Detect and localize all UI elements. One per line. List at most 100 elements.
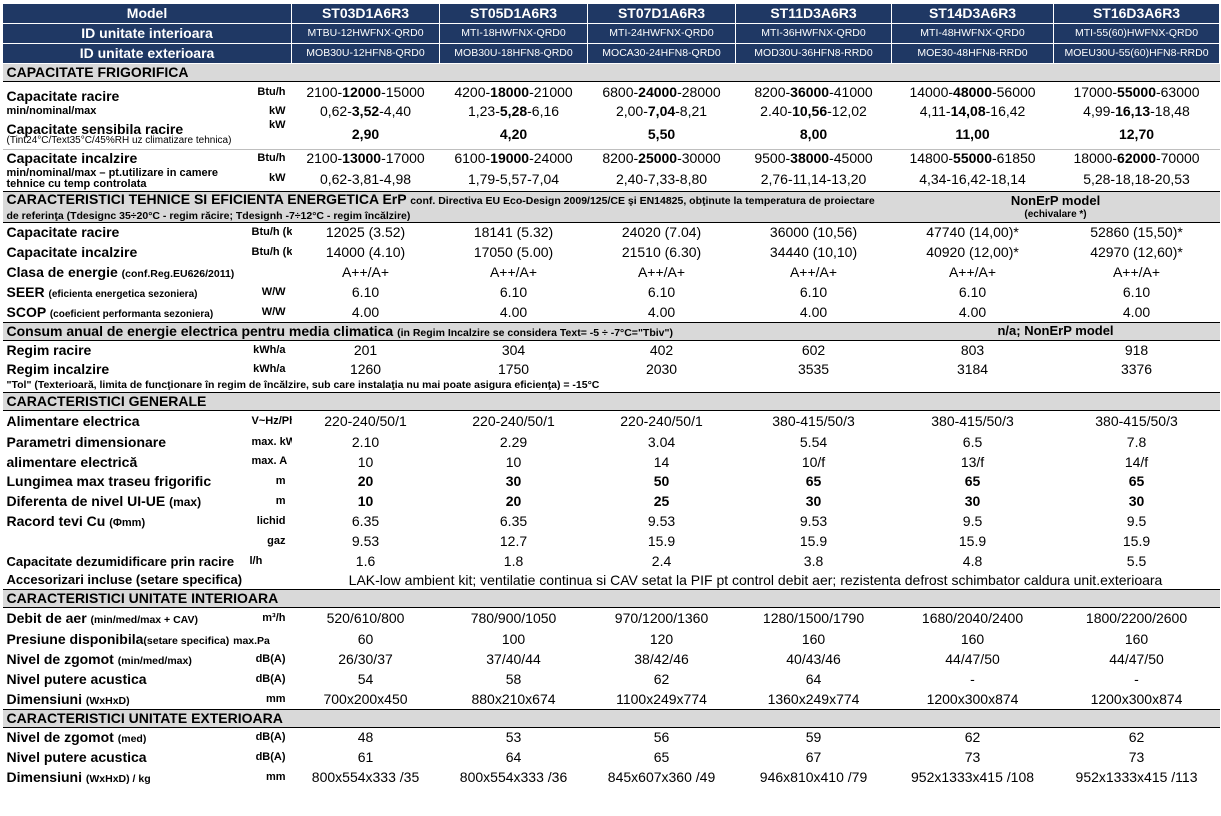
value-cell: 800x554x333 /36 (459, 769, 568, 786)
unit-cell: gaz (267, 534, 286, 547)
erp-incalzire-row: Capacitate incalzire Btu/h (kW) 14000 (4… (3, 243, 1220, 263)
indoor-id-cell: MTI-24HWFNX-QRD0 (587, 23, 737, 44)
clasa-label: Clasa de energie (conf.Reg.EU626/2011) (6, 264, 235, 281)
unit-cell: kWh/a (253, 344, 286, 356)
alimentare-label: Alimentare electrica (6, 413, 140, 430)
unit-cell: W/W (261, 305, 286, 318)
incalzire-kw-row: min/nominal/max – pt.utilizare in camere… (3, 168, 1220, 192)
value-cell: 0,62-3,81-4,98 (319, 170, 412, 187)
value-cell: A++/A+ (637, 264, 686, 281)
consum-incalzire-row: Regim incalzire kWh/a 1260 1750 2030 353… (3, 361, 1220, 379)
lungime-row: Lungimea max traseu frigorific m 20 30 5… (3, 472, 1220, 492)
value-cell: 2,76-11,14-13,20 (760, 170, 867, 187)
value-cell: 220-240/50/1 (472, 413, 555, 430)
unit-cell: kW (269, 104, 286, 117)
value-cell: 803 (960, 342, 985, 359)
value-cell: 1360x249x774 (767, 690, 860, 707)
range-cell: 14800-55000-61850 (909, 150, 1036, 167)
accesorii-label: Accesorizari incluse (setare specifica) (6, 572, 243, 588)
value-cell: 100 (501, 631, 526, 648)
debit-row: Debit de aer (min/med/max + CAV) m³/h 52… (3, 608, 1220, 630)
model-cell: ST11D3A6R3 (735, 3, 893, 24)
section-outdoor: CARACTERISTICI UNITATE EXTERIOARA (2, 709, 1220, 729)
value-cell: 4.00 (799, 303, 828, 320)
spec-table: Model ST03D1A6R3 ST05D1A6R3 ST07D1A6R3 S… (1, 3, 1221, 788)
outdoor-id-cell: MOB30U-12HFN8-QRD0 (291, 43, 441, 64)
unit-cell: mm (265, 770, 286, 783)
value-cell: 10 (357, 493, 374, 510)
header-indoor-row: ID unitate interioara MTBU-12HWFNX-QRD0 … (1, 23, 1221, 44)
value-cell: 5.54 (799, 434, 828, 451)
value-cell: 26/30/37 (338, 651, 393, 668)
value-cell: 5,28-18,18-20,53 (1083, 170, 1190, 187)
unit-cell: dB(A) (255, 750, 286, 763)
value-cell: 20 (505, 493, 522, 510)
value-cell: 6.10 (1122, 284, 1151, 301)
value-cell: 2.10 (351, 434, 380, 451)
value-cell: - (1134, 671, 1139, 688)
value-cell: 67 (805, 749, 822, 766)
zgomot-ui-row: Nivel de zgomot (min/med/max) dB(A) 26/3… (3, 650, 1220, 670)
value-cell: 60 (357, 631, 374, 648)
empty-cell (3, 532, 248, 552)
accesorii-row: Accesorizari incluse (setare specifica) … (3, 572, 1220, 590)
value-cell: 6.10 (958, 284, 987, 301)
value-cell: 7.8 (1126, 434, 1147, 451)
value-cell: 2,90 (351, 125, 380, 142)
value-cell: 1750 (497, 361, 530, 378)
range-cell: 6800-24000-28000 (602, 84, 721, 101)
unit-cell: m (275, 474, 286, 487)
putere-ue-row: Nivel putere acustica dB(A) 61 64 65 67 … (3, 748, 1220, 768)
value-cell: 15.9 (799, 533, 828, 550)
value-cell: 380-415/50/3 (772, 413, 855, 430)
value-cell: 970/1200/1360 (614, 610, 709, 627)
range-cell: 0,62-3,52-4,40 (319, 103, 412, 120)
diferenta-label: Diferenta de nivel UI-UE (max) (6, 493, 202, 510)
sensibila-row: Capacitate sensibila racire (Tint24°C/Tex… (3, 120, 1220, 150)
racire-btu-row: Capacitate racire Btu/h 2100-12000-15000… (3, 82, 1220, 104)
value-cell: 18141 (5.32) (473, 224, 554, 241)
zgomot-label: Nivel de zgomot (min/med/max) (6, 651, 192, 668)
value-cell: 1200x300x874 (926, 690, 1019, 707)
section-title: CARACTERISTICI TEHNICE SI EFICIENTA ENER… (2, 190, 892, 224)
value-cell: 47740 (14,00)* (926, 224, 1019, 241)
value-cell: 1100x249x774 (616, 690, 707, 707)
value-cell: 9.5 (962, 513, 983, 530)
value-cell: 6.10 (499, 284, 528, 301)
unit-cell: max. A (251, 455, 288, 468)
value-cell: 12025 (3.52) (325, 224, 406, 241)
incalzire-label: Capacitate incalzire (6, 150, 138, 167)
section-capacitate: CAPACITATE FRIGORIFICA (2, 63, 1220, 82)
value-cell: 54 (357, 671, 374, 688)
value-cell: 952x1333x415 /108 (911, 769, 1035, 786)
value-cell: 120 (649, 631, 674, 648)
seer-label: SEER (eficienta energetica sezoniera) (6, 283, 198, 300)
value-cell: 3.8 (803, 553, 824, 570)
range-cell: 8200-36000-41000 (754, 84, 873, 101)
model-cell: ST03D1A6R3 (291, 3, 441, 24)
scop-label: SCOP (coeficient performanta sezoniera) (6, 303, 214, 320)
value-cell: 4.00 (647, 303, 676, 320)
value-cell: 845x607x360 /49 (607, 769, 716, 786)
value-cell: 2.29 (499, 434, 528, 451)
value-cell: 4,20 (499, 125, 528, 142)
consum-racire-label: Regim racire (6, 342, 92, 359)
racire-kw-row: min/nominal/max kW 0,62-3,52-4,40 1,23-5… (3, 104, 1220, 120)
erp-incalzire-label: Capacitate incalzire (6, 244, 138, 261)
dim-label: Dimensiuni (WxHxD) / kg (6, 769, 151, 786)
range-cell: 2100-12000-15000 (306, 84, 425, 101)
footnote: "Tol" (Texterioară, limita de funcţionar… (6, 378, 600, 391)
value-cell: A++/A+ (789, 264, 838, 281)
alimentare-row: Alimentare electrica V~Hz/Ph 220-240/50/… (3, 411, 1220, 433)
value-cell: 160 (801, 631, 826, 648)
value-cell: 34440 (10,10) (769, 244, 858, 261)
zgomot-ue-row: Nivel de zgomot (med) dB(A) 48 53 56 59 … (3, 728, 1220, 748)
unit-cell: Btu/h (257, 151, 286, 164)
header-outdoor-row: ID unitate exterioara MOB30U-12HFN8-QRD0… (1, 43, 1221, 64)
unit-cell: V~Hz/Ph (251, 415, 292, 427)
value-cell: 73 (1128, 749, 1145, 766)
value-cell: 14/f (1124, 453, 1149, 470)
range-cell: 4200-18000-21000 (454, 84, 573, 101)
unit-cell: Btu/h (kW) (251, 226, 292, 238)
